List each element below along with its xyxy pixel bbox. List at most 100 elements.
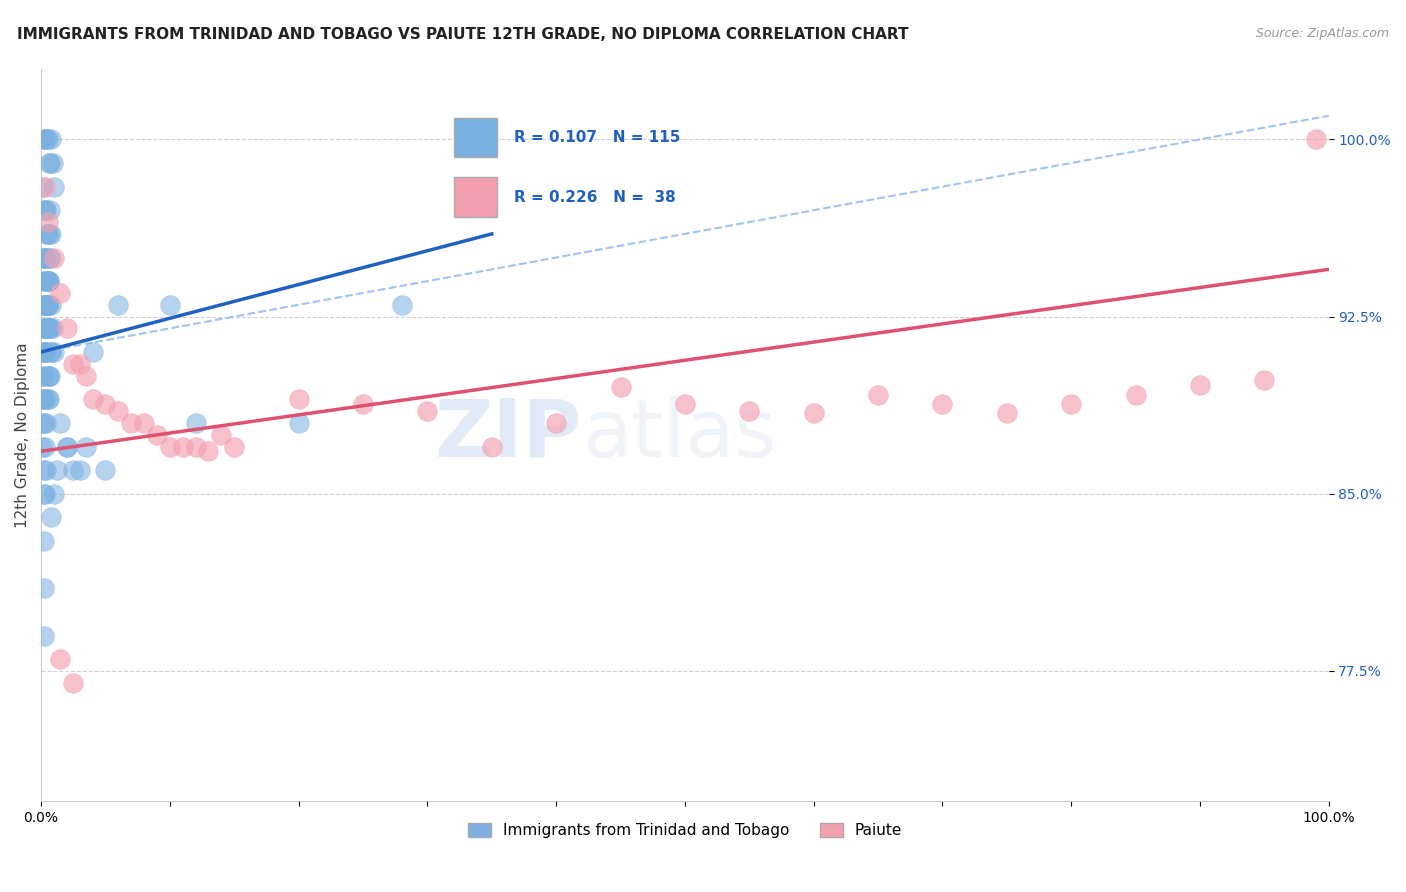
Point xyxy=(62,463,84,477)
Point xyxy=(159,440,181,454)
Point xyxy=(69,463,91,477)
Point xyxy=(37,227,59,241)
Point xyxy=(39,321,62,335)
Point xyxy=(32,628,55,642)
Point xyxy=(38,274,60,288)
Point xyxy=(39,251,62,265)
Point xyxy=(34,440,56,454)
Point xyxy=(41,227,63,241)
Point xyxy=(352,397,374,411)
Point xyxy=(31,251,53,265)
Point xyxy=(32,203,55,218)
Point xyxy=(35,274,58,288)
Point xyxy=(56,321,79,335)
Point xyxy=(94,397,117,411)
Point xyxy=(866,387,889,401)
Point xyxy=(39,321,62,335)
Point xyxy=(42,345,65,359)
Point xyxy=(35,203,58,218)
Point xyxy=(35,251,58,265)
Point xyxy=(38,368,60,383)
Point xyxy=(287,392,309,407)
Point xyxy=(38,321,60,335)
Point xyxy=(62,357,84,371)
Point xyxy=(34,392,56,407)
Point xyxy=(49,652,72,666)
Text: IMMIGRANTS FROM TRINIDAD AND TOBAGO VS PAIUTE 12TH GRADE, NO DIPLOMA CORRELATION: IMMIGRANTS FROM TRINIDAD AND TOBAGO VS P… xyxy=(17,27,908,42)
Point xyxy=(35,463,58,477)
Point xyxy=(146,427,169,442)
Point xyxy=(31,345,53,359)
Point xyxy=(42,487,65,501)
Point xyxy=(1125,387,1147,401)
Point xyxy=(38,321,60,335)
Point xyxy=(32,581,55,595)
Point xyxy=(94,463,117,477)
Point xyxy=(107,298,129,312)
Point xyxy=(42,179,65,194)
Point xyxy=(37,368,59,383)
Point xyxy=(120,416,142,430)
Point xyxy=(546,416,568,430)
Point xyxy=(32,368,55,383)
Point xyxy=(287,416,309,430)
Point xyxy=(35,274,58,288)
Point xyxy=(32,487,55,501)
Y-axis label: 12th Grade, No Diploma: 12th Grade, No Diploma xyxy=(15,342,30,527)
Point xyxy=(32,534,55,549)
Point xyxy=(32,345,55,359)
Point xyxy=(34,298,56,312)
Point xyxy=(34,203,56,218)
Point xyxy=(35,298,58,312)
Legend: Immigrants from Trinidad and Tobago, Paiute: Immigrants from Trinidad and Tobago, Pai… xyxy=(461,817,908,845)
Point xyxy=(75,368,97,383)
Point xyxy=(1060,397,1083,411)
Point xyxy=(416,404,439,418)
Point xyxy=(69,357,91,371)
Point xyxy=(39,251,62,265)
Text: atlas: atlas xyxy=(582,396,776,474)
Point xyxy=(31,440,53,454)
Point xyxy=(184,416,207,430)
Point xyxy=(37,392,59,407)
Point xyxy=(32,251,55,265)
Point xyxy=(34,132,56,146)
Point xyxy=(32,463,55,477)
Point xyxy=(34,345,56,359)
Point xyxy=(107,404,129,418)
Text: ZIP: ZIP xyxy=(434,396,582,474)
Point xyxy=(49,285,72,300)
Point xyxy=(35,298,58,312)
Point xyxy=(35,321,58,335)
Point xyxy=(39,156,62,170)
Point xyxy=(673,397,696,411)
Point xyxy=(32,132,55,146)
Point xyxy=(34,487,56,501)
Point xyxy=(31,392,53,407)
Text: Source: ZipAtlas.com: Source: ZipAtlas.com xyxy=(1256,27,1389,40)
Point xyxy=(75,440,97,454)
Point xyxy=(34,251,56,265)
Point xyxy=(49,416,72,430)
Point xyxy=(31,368,53,383)
Point xyxy=(34,321,56,335)
Point xyxy=(209,427,232,442)
Point xyxy=(41,156,63,170)
Point xyxy=(32,321,55,335)
Point xyxy=(995,406,1018,420)
Point xyxy=(31,274,53,288)
Point xyxy=(35,132,58,146)
Point xyxy=(738,404,761,418)
Point xyxy=(35,227,58,241)
Point xyxy=(32,392,55,407)
Point xyxy=(41,345,63,359)
Point xyxy=(39,368,62,383)
Point xyxy=(42,251,65,265)
Point xyxy=(34,321,56,335)
Point xyxy=(197,444,219,458)
Point xyxy=(35,345,58,359)
Point xyxy=(37,132,59,146)
Point xyxy=(34,251,56,265)
Point xyxy=(1188,378,1211,392)
Point xyxy=(184,440,207,454)
